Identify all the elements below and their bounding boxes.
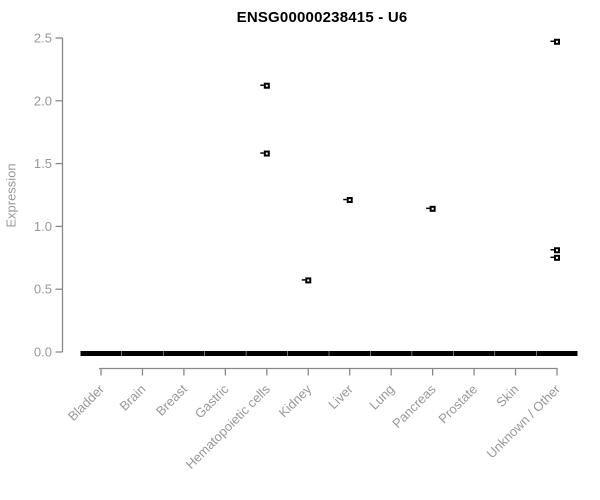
zero-expression-bar: [370, 351, 412, 356]
y-tick-label: 1.5: [34, 156, 52, 171]
zero-expression-bar: [536, 351, 578, 356]
data-point-marker: [553, 38, 560, 45]
data-point-marker: [346, 197, 353, 204]
chart-title: ENSG00000238415 - U6: [236, 9, 408, 26]
data-point-marker: [429, 205, 436, 212]
zero-expression-bar: [246, 351, 288, 356]
y-tick-label: 2.0: [34, 93, 52, 108]
data-point-marker: [263, 82, 270, 89]
x-tick-label: Gastric: [192, 381, 232, 421]
data-point-marker: [553, 254, 560, 261]
zero-expression-bar: [287, 351, 329, 356]
x-tick-label: Lung: [366, 382, 397, 413]
x-tick-label: Skin: [493, 382, 521, 410]
data-point-marker: [553, 247, 560, 254]
x-tick-label: Bladder: [65, 381, 108, 424]
y-axis-label: Expression: [3, 163, 19, 228]
data-point-marker: [305, 277, 312, 284]
zero-expression-bar: [495, 351, 537, 356]
zero-expression-bar: [80, 351, 122, 356]
y-tick-label: 0.5: [34, 282, 52, 297]
x-tick-label: Prostate: [435, 382, 480, 427]
x-tick-label: Breast: [153, 381, 190, 418]
zero-expression-bar: [412, 351, 454, 356]
y-tick-label: 0.0: [34, 345, 52, 360]
zero-expression-bar: [329, 351, 371, 356]
zero-expression-bar: [204, 351, 246, 356]
x-tick-label: Pancreas: [389, 381, 439, 431]
y-tick-label: 1.0: [34, 219, 52, 234]
x-tick-label: Liver: [325, 381, 356, 412]
zero-expression-bar: [163, 351, 205, 356]
data-point-marker: [263, 150, 270, 157]
x-tick-label: Brain: [117, 382, 149, 414]
zero-expression-bar: [453, 351, 495, 356]
x-tick-label: Unknown / Other: [484, 381, 564, 461]
x-tick-label: Kidney: [276, 381, 315, 420]
y-tick-label: 2.5: [34, 31, 52, 46]
zero-expression-bar: [121, 351, 163, 356]
